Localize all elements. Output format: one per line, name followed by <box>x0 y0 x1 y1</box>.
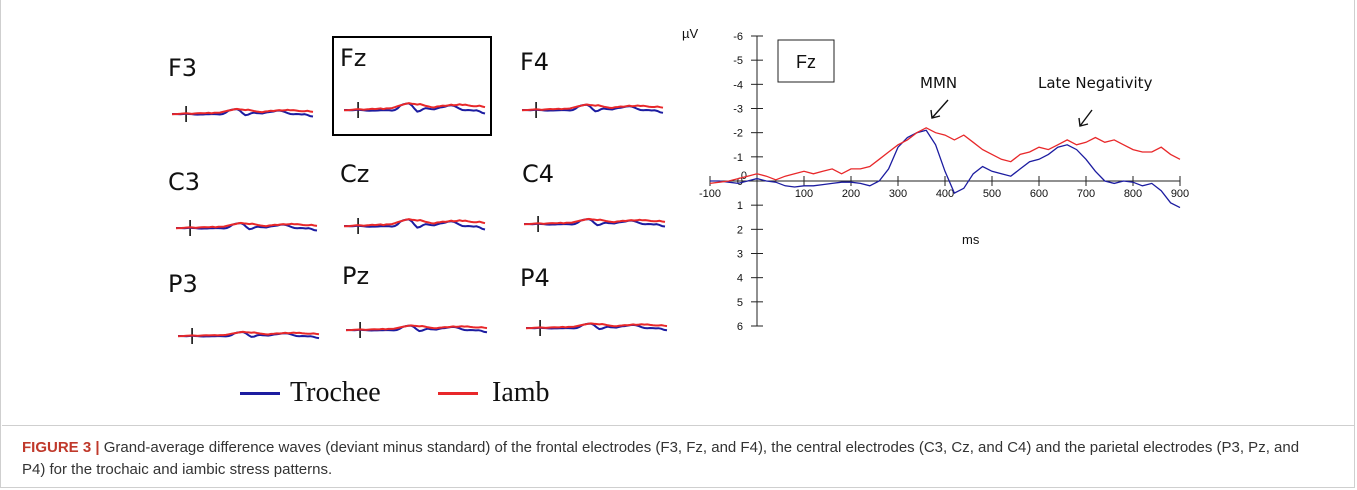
chart-panel-label: Fz <box>796 52 816 72</box>
caption-text: Grand-average difference waves (deviant … <box>22 439 1300 478</box>
y-tick-label: -5 <box>733 55 743 67</box>
annotation-arrow-mmn <box>930 99 949 119</box>
mini-line-trochee <box>524 218 666 228</box>
fz-highlight-box <box>332 36 492 136</box>
mini-line-trochee <box>176 222 318 232</box>
y-tick-label: 6 <box>737 321 743 333</box>
mini-line-iamb <box>345 324 488 332</box>
mini-waveform-f4 <box>521 102 664 118</box>
y-tick-label: 1 <box>737 200 743 212</box>
mini-line-iamb <box>177 330 320 338</box>
mini-waveform-pz <box>345 322 488 338</box>
electrode-label-p4: P4 <box>520 264 550 292</box>
x-tick-label: 200 <box>842 188 860 200</box>
mini-line-trochee <box>344 218 486 231</box>
mini-waveform-c3 <box>175 220 318 236</box>
figure-caption: FIGURE 3 | Grand-average difference wave… <box>22 437 1322 481</box>
fz-line-chart: Fz µV ms MMN Late Negativity -100 100 200 3… <box>682 26 1189 333</box>
electrode-label-p3: P3 <box>168 270 198 298</box>
mini-waveform-f3 <box>171 106 314 122</box>
x-tick-label: 900 <box>1171 188 1189 200</box>
electrode-label-cz: Cz <box>340 160 370 188</box>
mini-waveform-p4 <box>525 320 668 336</box>
y-tick-label: 3 <box>737 249 743 261</box>
mini-waveform-c4 <box>523 216 666 232</box>
mini-line-iamb <box>523 217 666 226</box>
series-line-trochee <box>710 129 1181 209</box>
mini-line-iamb <box>171 107 314 116</box>
x-axis-label: ms <box>962 232 980 247</box>
mini-line-iamb <box>343 102 486 112</box>
x-tick-label: 500 <box>983 188 1001 200</box>
legend-swatch-trochee <box>240 392 280 395</box>
electrode-label-fz: Fz <box>340 44 367 72</box>
mini-line-trochee <box>522 103 664 114</box>
x-tick-label: 600 <box>1030 188 1048 200</box>
mini-line-trochee <box>172 108 314 118</box>
mini-line-trochee <box>344 102 486 115</box>
mini-line-iamb <box>343 218 486 228</box>
electrode-label-pz: Pz <box>342 262 370 290</box>
caption-divider <box>2 425 1355 426</box>
y-tick-label: -2 <box>733 128 743 140</box>
y-tick-label: -3 <box>733 104 743 116</box>
y-tick-label: 2 <box>737 224 743 236</box>
mini-line-iamb <box>175 221 318 230</box>
mini-waveform-fz <box>343 102 486 118</box>
x-tick-label: 300 <box>889 188 907 200</box>
y-axis-label: µV <box>682 26 698 41</box>
annotation-mmn: MMN <box>920 74 957 92</box>
legend-label-iamb: Iamb <box>492 377 550 408</box>
x-tick-label: 800 <box>1124 188 1142 200</box>
electrode-label-c4: C4 <box>522 160 555 188</box>
mini-line-iamb <box>525 322 668 330</box>
annotation-late-negativity: Late Negativity <box>1038 74 1153 92</box>
mini-waveform-p3 <box>177 328 320 344</box>
y-tick-label: -1 <box>733 152 743 164</box>
annotation-arrow-late-negativity <box>1078 109 1093 127</box>
series-line-iamb <box>709 127 1181 185</box>
legend-swatch-iamb <box>438 392 478 395</box>
electrode-label-f4: F4 <box>520 48 550 76</box>
x-zero-tick-label: 0 <box>741 170 747 182</box>
caption-label: FIGURE 3 | <box>22 439 100 456</box>
electrode-label-c3: C3 <box>168 168 201 196</box>
y-tick-label: 4 <box>737 273 743 285</box>
x-tick-label: 400 <box>936 188 954 200</box>
y-tick-label: -4 <box>733 79 743 91</box>
y-tick-label: 5 <box>737 297 743 309</box>
y-zero-tick-label: 0 <box>737 176 743 188</box>
x-tick-label: 700 <box>1077 188 1095 200</box>
mini-waveform-cz <box>343 218 486 234</box>
chart-panel-box <box>777 39 835 83</box>
electrode-label-f3: F3 <box>168 54 198 82</box>
x-tick-label: -100 <box>699 188 721 200</box>
y-tick-label: -6 <box>733 31 743 43</box>
legend-label-trochee: Trochee <box>290 377 381 408</box>
x-tick-label: 100 <box>795 188 813 200</box>
mini-line-iamb <box>521 103 664 112</box>
